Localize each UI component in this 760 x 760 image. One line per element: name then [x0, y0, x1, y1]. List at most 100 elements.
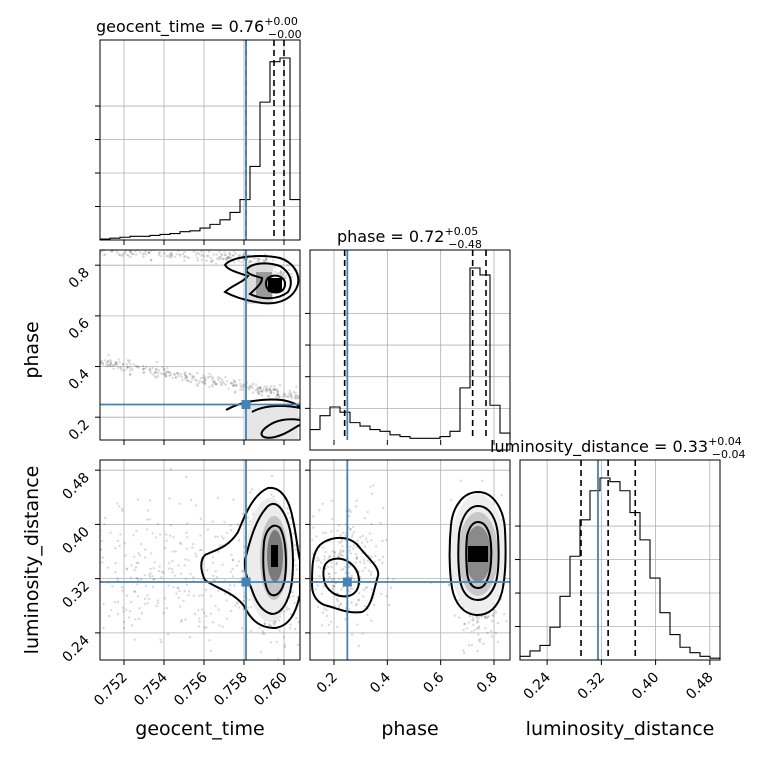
sample-point: [234, 604, 237, 607]
sample-point: [165, 539, 168, 542]
sample-point: [169, 371, 172, 374]
sample-point: [198, 548, 202, 552]
contour-line: [251, 404, 300, 439]
sample-point: [357, 598, 360, 601]
sample-point: [449, 498, 453, 502]
sample-point: [194, 552, 197, 555]
sample-point: [229, 529, 233, 532]
sample-point: [348, 590, 352, 594]
sample-point: [124, 554, 127, 557]
density-contours: [310, 490, 507, 617]
sample-point: [327, 572, 330, 575]
sample-point: [366, 613, 369, 616]
sample-point: [468, 614, 472, 618]
sample-point: [166, 370, 170, 374]
sample-point: [171, 570, 174, 574]
sample-point: [159, 576, 163, 579]
sample-point: [116, 251, 119, 254]
sample-point: [363, 566, 367, 570]
sample-point: [178, 541, 182, 545]
sample-point: [195, 383, 199, 386]
sample-point: [114, 363, 117, 366]
sample-point: [133, 590, 136, 593]
sample-point: [322, 585, 325, 588]
panel-2d-geocent-time-luminosity-distance: [95, 459, 301, 665]
sample-point: [242, 608, 245, 611]
sample-point: [372, 484, 375, 487]
sample-point: [177, 586, 180, 589]
sample-point: [202, 374, 205, 377]
sample-point: [152, 567, 155, 570]
sample-point: [220, 253, 223, 256]
sample-point: [189, 498, 193, 502]
sample-point: [211, 259, 215, 262]
sample-point: [479, 638, 482, 641]
sample-point: [200, 258, 204, 261]
sample-point: [293, 395, 297, 398]
sample-point: [333, 554, 336, 558]
sample-point: [120, 585, 124, 589]
sample-point: [118, 361, 122, 364]
sample-point: [361, 534, 364, 538]
sample-point: [82, 251, 84, 253]
tick-label: 0.6: [66, 315, 93, 342]
y-axis-label-luminosity-distance: luminosity_distance: [21, 466, 43, 655]
sample-point: [295, 396, 298, 400]
sample-point: [136, 583, 139, 586]
sample-point: [263, 385, 266, 388]
sample-point: [224, 383, 227, 387]
sample-point: [320, 561, 323, 564]
sample-point: [183, 564, 186, 567]
sample-point: [292, 595, 295, 598]
panel-frame: [99, 249, 301, 441]
sample-point: [173, 574, 177, 577]
sample-point: [225, 531, 229, 535]
sample-point: [237, 539, 241, 542]
sample-point: [155, 370, 158, 373]
sample-point: [135, 576, 138, 579]
sample-point: [160, 640, 163, 644]
sample-point: [263, 622, 267, 625]
sample-point: [347, 575, 351, 579]
sample-point: [216, 257, 219, 260]
sample-point: [293, 543, 297, 547]
sample-point: [359, 579, 363, 582]
sample-point: [141, 253, 144, 256]
sample-point: [134, 566, 138, 569]
sample-point: [373, 560, 376, 563]
sample-point: [258, 386, 262, 390]
sample-point: [212, 380, 216, 383]
sample-point: [116, 502, 119, 505]
sample-point: [220, 384, 223, 387]
sample-point: [211, 381, 215, 384]
sample-point: [288, 392, 291, 395]
sample-point: [462, 628, 465, 632]
sample-point: [468, 679, 470, 681]
sample-point: [231, 559, 235, 562]
sample-point: [222, 258, 225, 261]
panel-hist-geocent-time: geocent_time = 0.76+0.00 −0.00: [95, 15, 302, 245]
tick-label: 0.2: [66, 417, 93, 444]
sample-point: [239, 382, 242, 386]
sample-point: [173, 373, 176, 376]
sample-point: [250, 384, 253, 388]
sample-point: [296, 643, 300, 647]
sample-point: [176, 372, 179, 375]
sample-point: [129, 373, 132, 376]
sample-point: [106, 359, 110, 363]
sample-point: [251, 386, 254, 390]
sample-point: [157, 569, 161, 573]
sample-point: [217, 608, 220, 611]
sample-points: [82, 250, 304, 405]
sample-point: [129, 255, 132, 259]
sample-point: [354, 604, 358, 607]
sample-point: [119, 366, 122, 369]
sample-point: [164, 375, 167, 378]
sample-point: [215, 383, 219, 386]
sample-point: [226, 259, 229, 262]
sample-point: [144, 556, 147, 559]
sample-point: [338, 552, 341, 555]
sample-point: [344, 565, 347, 568]
sample-point: [302, 271, 304, 273]
sample-point: [134, 250, 137, 253]
